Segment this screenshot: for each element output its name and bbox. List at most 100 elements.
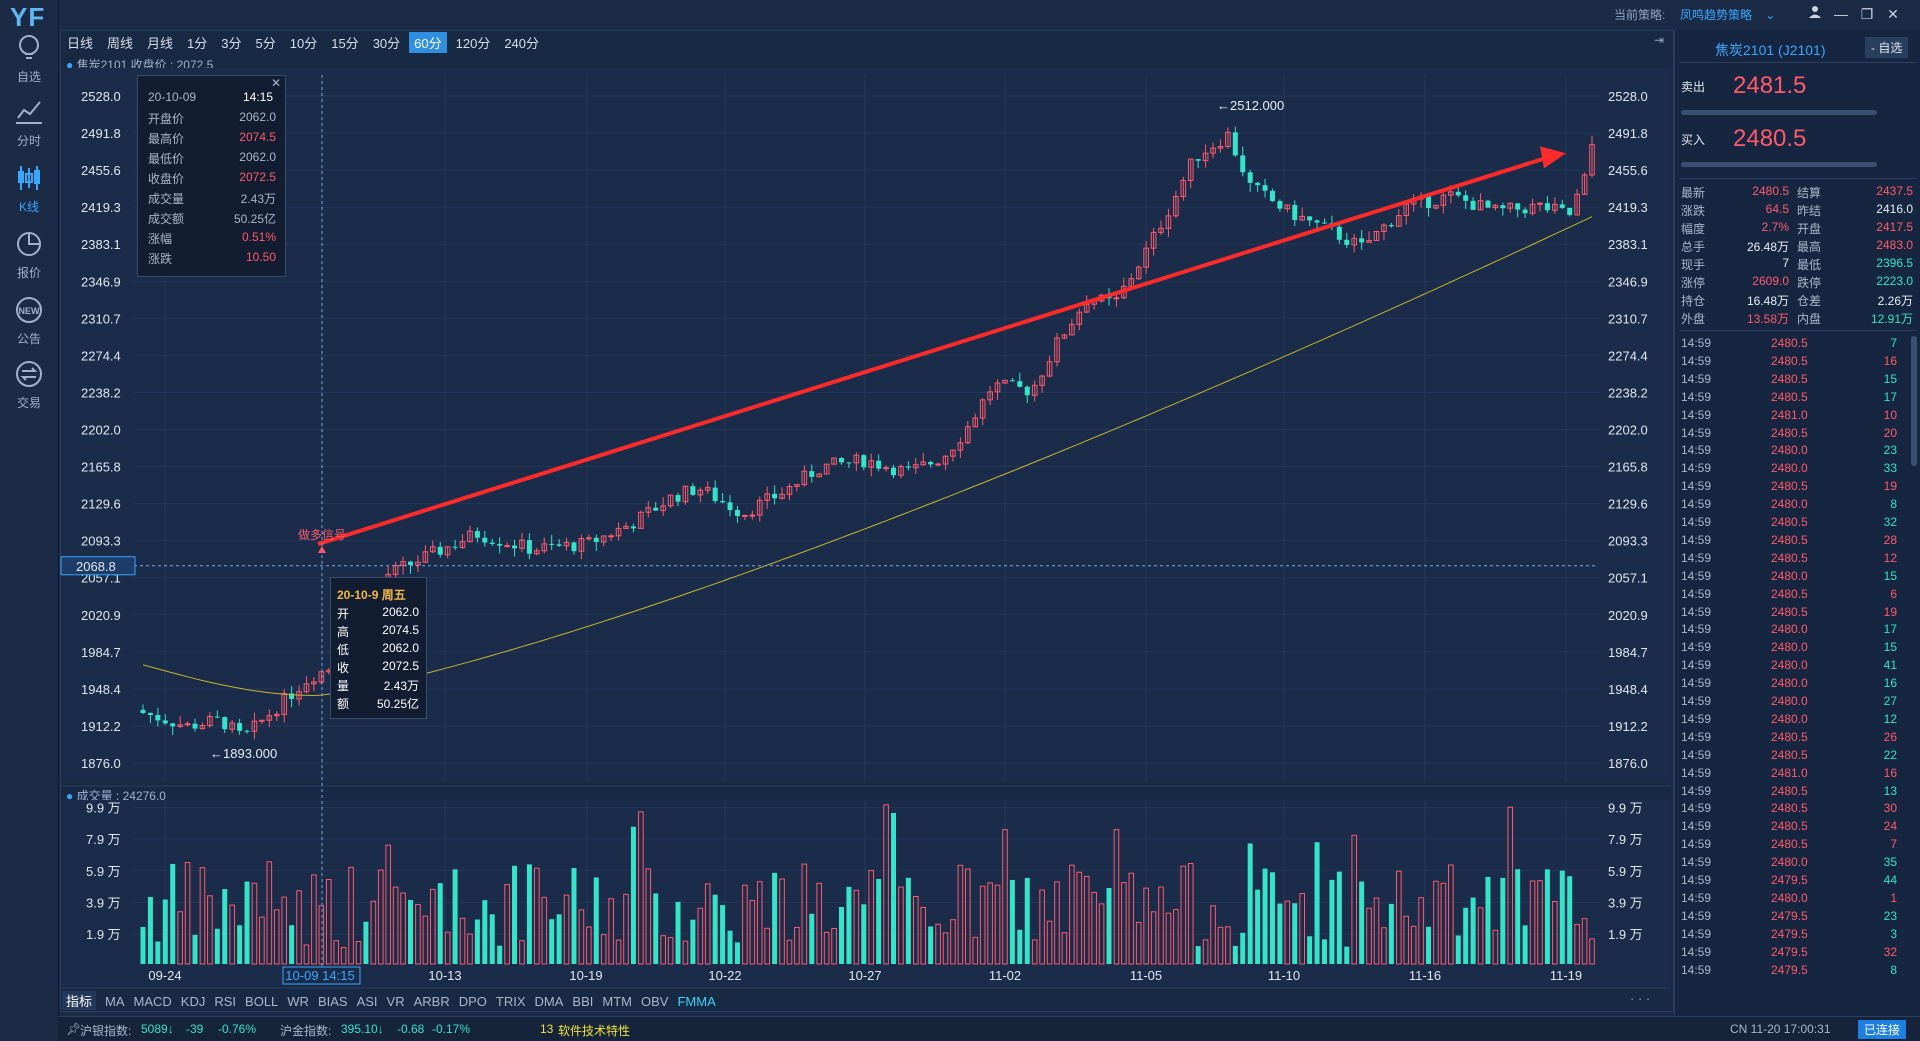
period-tab-3[interactable]: 1分	[187, 36, 208, 51]
tooltip-row: 收 2072.5	[337, 659, 419, 676]
candle-body	[422, 551, 429, 563]
indicator-tab-4[interactable]: RSI	[214, 994, 237, 1009]
indicator-tab-6[interactable]: WR	[287, 994, 309, 1009]
indicator-tab-16[interactable]: OBV	[641, 994, 669, 1009]
tick-time: 14:59	[1681, 371, 1712, 386]
info-value: 2074.5	[239, 130, 276, 144]
nav-label: 自选	[16, 70, 41, 84]
stat-label: 外盘	[1681, 312, 1706, 326]
candle-body	[1544, 203, 1550, 211]
more-icon[interactable]: · · ·	[1630, 991, 1651, 1006]
indicator-tab-2[interactable]: MACD	[133, 994, 172, 1009]
period-tab-4[interactable]: 3分	[221, 36, 242, 51]
period-tab-10[interactable]: 120分	[455, 36, 491, 51]
nav-item-trade[interactable]: 交易	[0, 358, 58, 411]
candle-body	[756, 499, 763, 516]
candle-body	[1388, 225, 1394, 227]
strategy-select[interactable]: 凤鸣趋势策略 ⌄	[1680, 6, 1775, 23]
volume-bar	[1061, 932, 1068, 965]
tick-scrollbar[interactable]	[1911, 336, 1917, 466]
candle-body	[1426, 196, 1432, 209]
strategy-value: 凤鸣趋势策略	[1680, 8, 1753, 22]
indicator-tab-13[interactable]: DMA	[534, 994, 564, 1009]
candle-body	[1492, 204, 1499, 209]
stat-label: 涨停	[1681, 276, 1706, 290]
tick-row: 14:59 2481.0 16	[1675, 766, 1909, 784]
volume-tick-left: 5.9 万	[86, 864, 121, 879]
volume-bar	[1388, 903, 1394, 964]
indicator-tab-7[interactable]: BIAS	[317, 994, 348, 1009]
period-tab-6[interactable]: 10分	[289, 36, 318, 51]
nav-item-intraday[interactable]: 分时	[0, 96, 58, 149]
restore-icon[interactable]: ❐	[1860, 6, 1874, 22]
tick-time: 14:59	[1681, 890, 1712, 905]
candle-body	[1581, 174, 1588, 195]
buy-price[interactable]: 2480.5	[1733, 125, 1807, 152]
tick-price: 2480.5	[1771, 801, 1808, 816]
tick-price: 2480.0	[1771, 694, 1808, 708]
tick-time: 14:59	[1681, 336, 1712, 350]
period-tab-7[interactable]: 15分	[331, 36, 359, 51]
indicator-tab-17[interactable]: FMMA	[677, 994, 716, 1009]
info-value: 50.25亿	[233, 212, 276, 226]
sell-price[interactable]: 2481.5	[1733, 72, 1807, 99]
nav-item-watchlist[interactable]: 自选	[0, 32, 58, 85]
info-row: 涨幅 0.51%	[148, 230, 276, 247]
indicator-tab-5[interactable]: BOLL	[245, 994, 279, 1009]
candle-body	[1158, 227, 1164, 233]
period-tab-5[interactable]: 5分	[255, 36, 276, 51]
minimize-icon[interactable]: —	[1834, 6, 1848, 22]
indicator-tab-15[interactable]: MTM	[602, 994, 632, 1009]
close-icon[interactable]: ✕	[270, 76, 281, 90]
price-tick-left: 2129.6	[81, 497, 121, 512]
candle-body	[1433, 204, 1439, 209]
nav-item-kline[interactable]: K线	[0, 162, 58, 215]
info-row: 最高价 2074.5	[148, 130, 276, 147]
volume-bar	[1247, 843, 1253, 964]
indicator-tab-12[interactable]: TRIX	[495, 994, 526, 1009]
volume-bar	[1128, 872, 1135, 965]
tick-row: 14:59 2480.5 20	[1675, 426, 1909, 444]
stat-row: 幅度 2.7% 开盘 2417.5	[1675, 220, 1920, 238]
volume-bar	[556, 914, 562, 964]
volume-bar	[222, 889, 228, 964]
period-tab-0[interactable]: 日线	[67, 36, 94, 51]
kline-chart[interactable]: 2528.0 2528.0 2491.8 2491.8 2455.6 2455.6 2419…	[0, 0, 1674, 1016]
indicator-tab-8[interactable]: ASI	[356, 994, 378, 1009]
volume-bar	[1017, 929, 1023, 964]
volume-bar	[177, 911, 183, 965]
indicator-tab-14[interactable]: BBI	[572, 994, 594, 1009]
period-tab-11[interactable]: 240分	[504, 36, 540, 51]
indicator-tab-9[interactable]: VR	[386, 994, 405, 1009]
candle-body	[638, 511, 644, 529]
tick-volume: 12	[1883, 550, 1897, 565]
price-tick-right: 2346.9	[1608, 274, 1648, 289]
tick-price: 2479.5	[1771, 944, 1808, 959]
period-tab-2[interactable]: 月线	[147, 36, 174, 51]
favorite-button[interactable]: - 自选	[1865, 37, 1909, 58]
indicator-tab-11[interactable]: DPO	[458, 994, 487, 1009]
tick-volume: 22	[1883, 747, 1897, 762]
indicator-tab-10[interactable]: ARBR	[413, 994, 450, 1009]
nav-item-announcements[interactable]: NEW 公告	[0, 294, 58, 347]
collapse-icon[interactable]: ⇥	[1654, 33, 1665, 47]
info-key: 收盘价	[148, 172, 185, 186]
stat-label: 昨结	[1797, 204, 1822, 218]
user-icon[interactable]	[1802, 3, 1828, 25]
volume-bar	[437, 883, 443, 964]
nav-item-quote[interactable]: 报价	[0, 228, 58, 281]
date-tick: 11-16	[1409, 968, 1441, 983]
volume-bar	[994, 884, 1001, 965]
period-tab-1[interactable]: 周线	[107, 36, 134, 51]
indicator-tab-0[interactable]: 指标	[62, 991, 97, 1010]
info-date: 20-10-09	[148, 90, 197, 104]
indicator-tab-1[interactable]: MA	[105, 994, 125, 1009]
period-tab-8[interactable]: 30分	[372, 36, 401, 51]
candle-body	[838, 458, 844, 463]
period-tab-9[interactable]: 60分	[409, 32, 447, 53]
close-icon[interactable]: ✕	[1887, 6, 1899, 22]
tick-volume: 8	[1890, 497, 1897, 512]
candle-body	[891, 467, 897, 476]
candle-body	[823, 463, 830, 475]
indicator-tab-3[interactable]: KDJ	[180, 994, 206, 1009]
